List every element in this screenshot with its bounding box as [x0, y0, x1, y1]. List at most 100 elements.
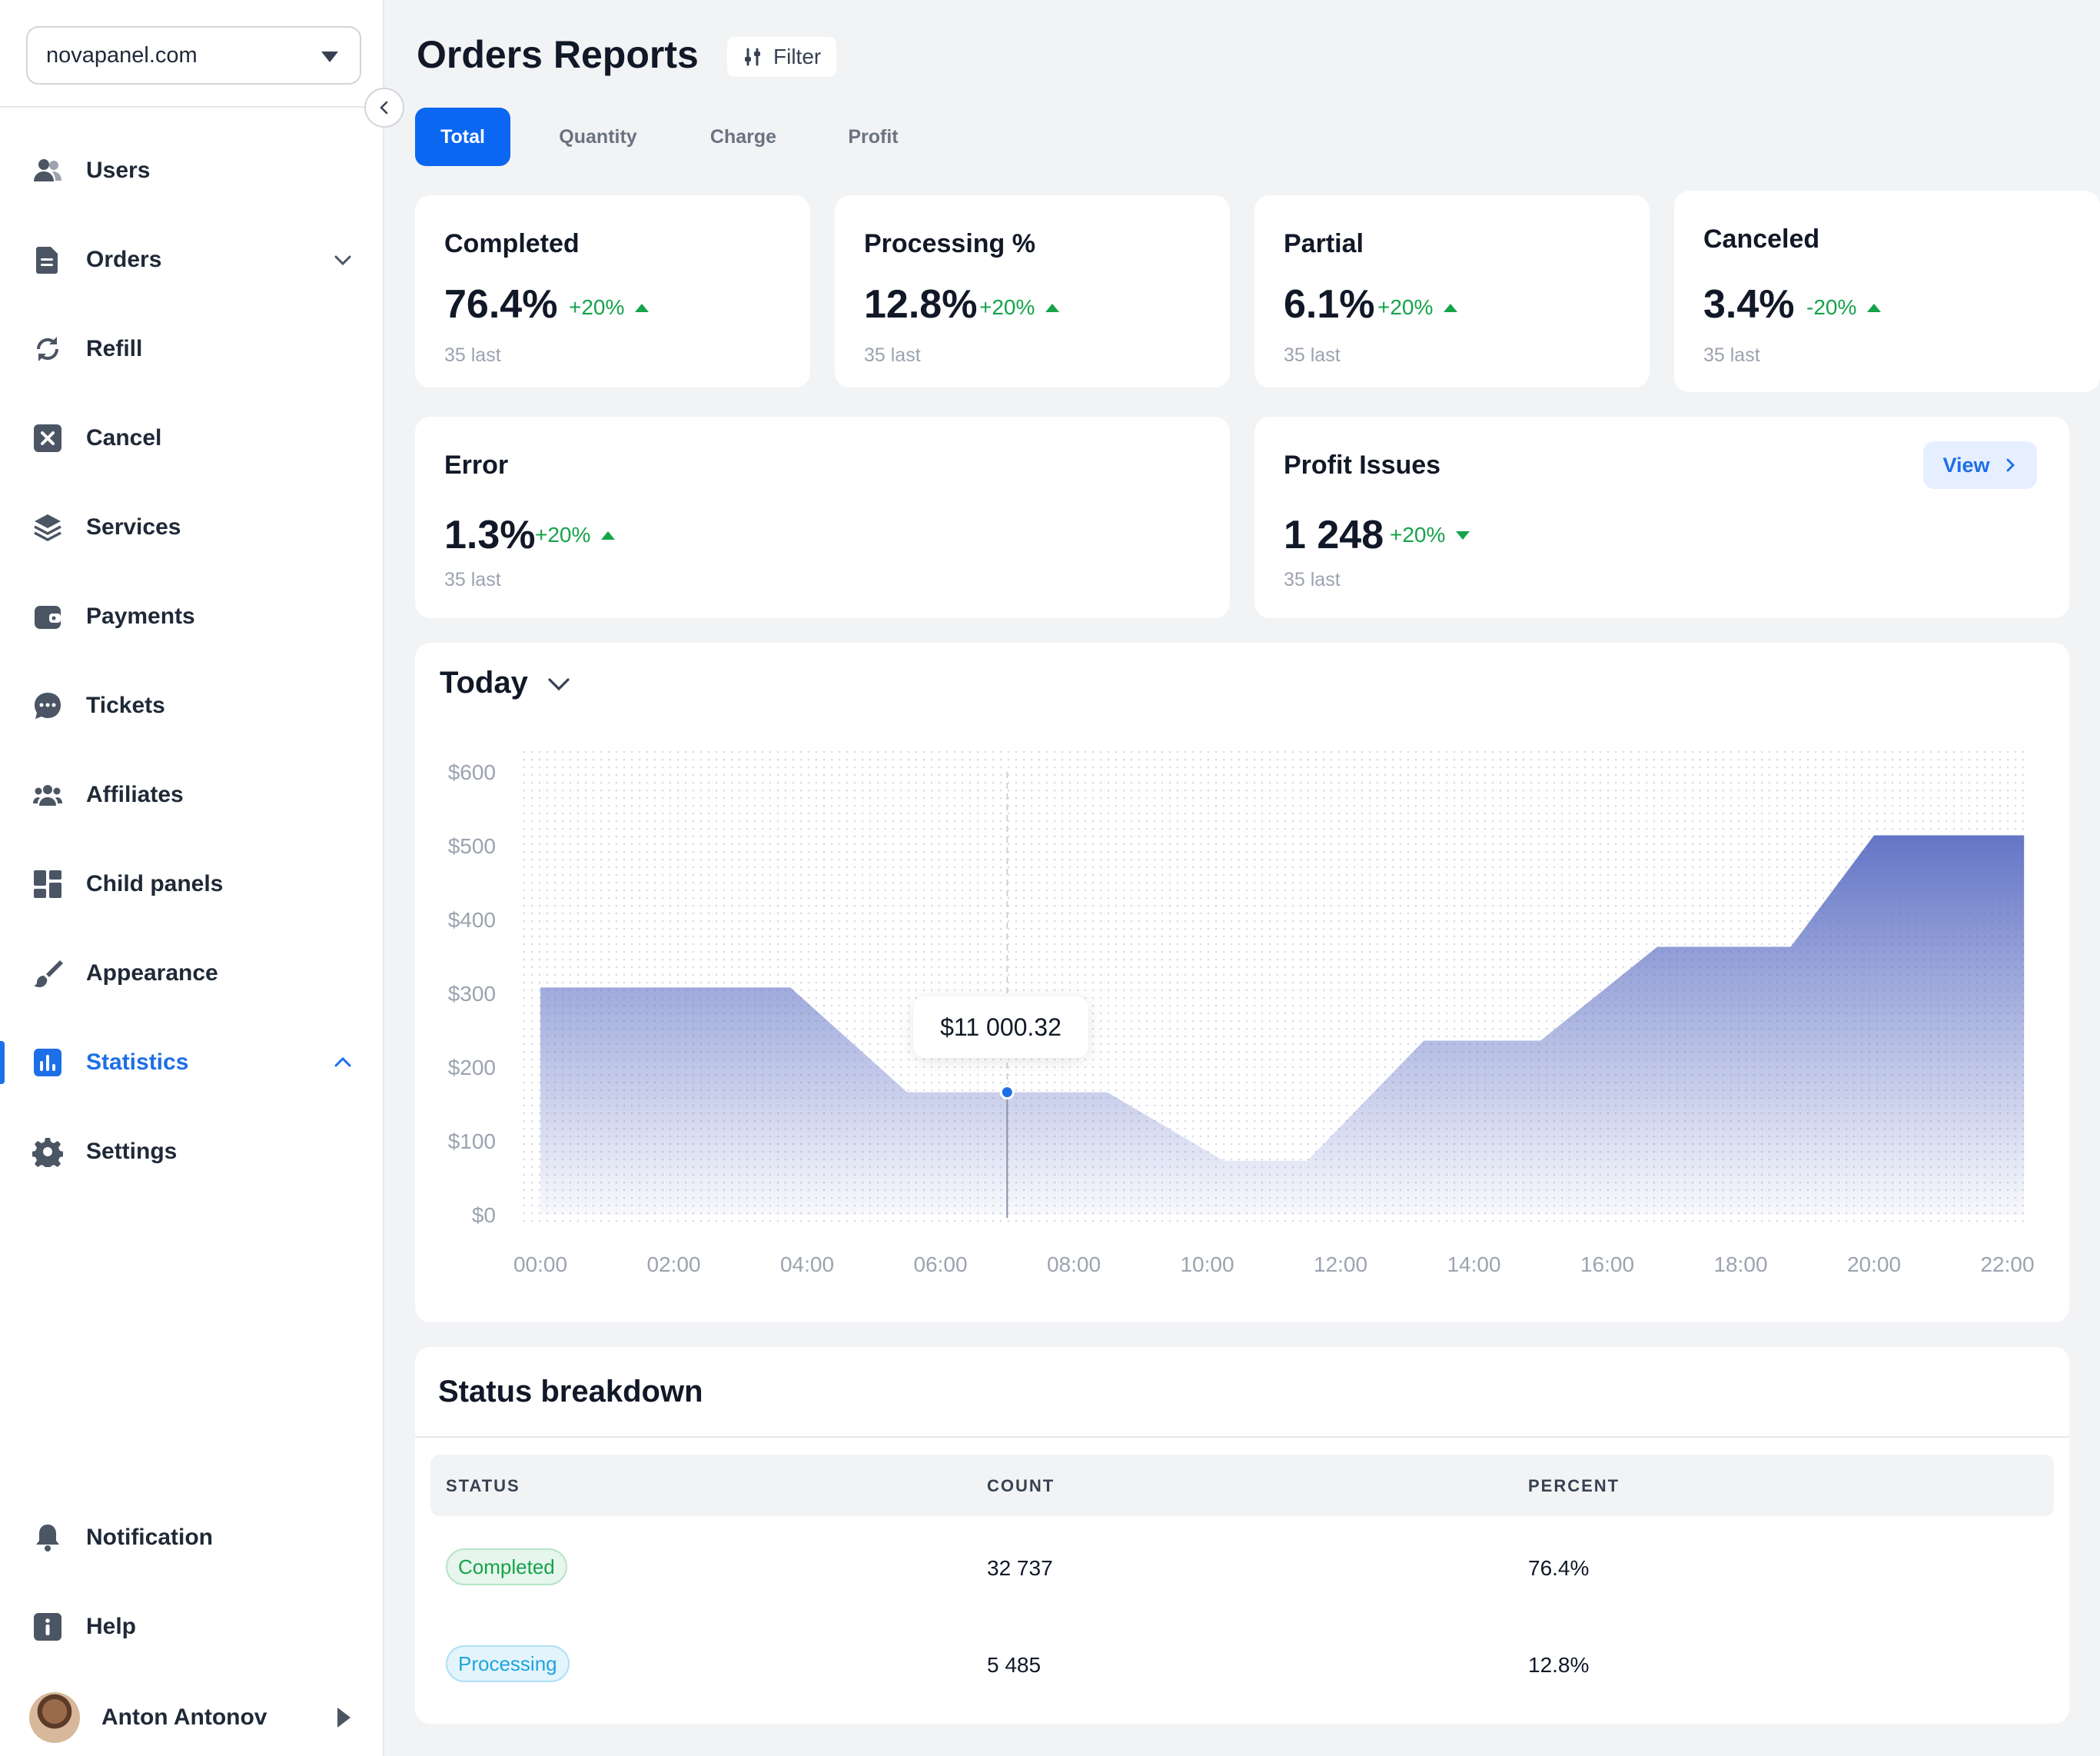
stat-subtext: 35 last: [444, 569, 501, 590]
stat-title: Profit Issues: [1284, 451, 1441, 480]
trend-up-icon: [1045, 303, 1060, 312]
view-label: View: [1942, 453, 1990, 477]
users-icon: [32, 155, 63, 186]
sidebar-item-label: Cancel: [86, 425, 162, 451]
bar-chart-icon: [32, 1047, 63, 1078]
table-divider: [415, 1436, 2069, 1438]
stat-title: Processing %: [864, 229, 1035, 258]
chart-tooltip: $11 000.32: [913, 996, 1088, 1058]
stat-value: 1.3%: [444, 513, 536, 557]
wallet-icon: [32, 601, 63, 632]
x-tick-label: 00:00: [513, 1252, 567, 1276]
sidebar-item-affiliates[interactable]: Affiliates: [0, 764, 384, 826]
x-tick-label: 06:00: [913, 1252, 967, 1276]
sidebar-item-payments[interactable]: Payments: [0, 586, 384, 647]
x-tick-label: 02:00: [646, 1252, 700, 1276]
sidebar-item-notification[interactable]: Notification: [0, 1507, 384, 1568]
view-button[interactable]: View: [1923, 441, 2037, 489]
chart-card: $0 $100 $200 $300 $400 $500 $600 00:00 02:00 04:0…: [415, 643, 2069, 1322]
sidebar-item-users[interactable]: Users: [0, 140, 384, 201]
sidebar-item-settings[interactable]: Settings: [0, 1121, 384, 1182]
y-tick-label: $500: [448, 834, 496, 858]
stat-subtext: 35 last: [1284, 569, 1341, 590]
stat-value: 1 248: [1284, 513, 1384, 557]
y-tick-label: $200: [448, 1056, 496, 1079]
sidebar-item-cancel[interactable]: Cancel: [0, 407, 384, 469]
sidebar-item-label: Orders: [86, 247, 162, 272]
filter-button[interactable]: Filter: [727, 37, 837, 77]
area-chart: $0 $100 $200 $300 $400 $500 $600 00:00 02:00 04:0…: [448, 750, 2035, 1276]
sidebar-item-appearance[interactable]: Appearance: [0, 943, 384, 1004]
stat-subtext: 35 last: [1703, 344, 1760, 366]
stat-card-error: Error 1.3% +20% 35 last: [415, 417, 1230, 618]
stat-subtext: 35 last: [864, 344, 921, 366]
sidebar-item-label: Appearance: [86, 960, 218, 986]
stat-delta: +20%: [1390, 523, 1470, 547]
sidebar-item-label: Users: [86, 158, 151, 183]
column-header-status: STATUS: [446, 1476, 520, 1495]
table-row: Completed 32 737 76.4%: [430, 1525, 2054, 1610]
x-tick-label: 14:00: [1447, 1252, 1500, 1276]
sidebar-item-label: Child panels: [86, 871, 224, 896]
domain-select[interactable]: novapanel.com: [26, 26, 361, 85]
y-tick-label: $600: [448, 760, 496, 784]
tab-quantity[interactable]: Quantity: [559, 125, 637, 148]
collapse-sidebar-button[interactable]: [364, 88, 404, 128]
tab-total[interactable]: Total: [415, 108, 510, 166]
sidebar-item-refill[interactable]: Refill: [0, 318, 384, 380]
chevron-right-icon: [2002, 457, 2018, 473]
sidebar-item-label: Help: [86, 1614, 137, 1639]
x-tick-label: 08:00: [1047, 1252, 1101, 1276]
caret-right-icon: [337, 1708, 351, 1728]
x-tick-label: 04:00: [780, 1252, 834, 1276]
percent-cell: 12.8%: [1528, 1653, 1590, 1677]
tab-charge[interactable]: Charge: [709, 125, 777, 148]
info-icon: [32, 1611, 63, 1642]
percent-cell: 76.4%: [1528, 1556, 1590, 1580]
stat-title: Canceled: [1703, 224, 1820, 254]
cancel-square-icon: [32, 423, 63, 454]
stat-value: 12.8%: [864, 282, 978, 327]
stat-subtext: 35 last: [1284, 344, 1341, 366]
table-row: Processing 5 485 12.8%: [430, 1622, 2054, 1707]
sidebar-item-services[interactable]: Services: [0, 497, 384, 558]
sidebar-item-tickets[interactable]: Tickets: [0, 675, 384, 737]
range-select[interactable]: Today: [440, 666, 573, 700]
trend-up-icon: [601, 530, 616, 540]
sidebar-item-orders[interactable]: Orders: [0, 229, 384, 291]
y-tick-label: $100: [448, 1129, 496, 1153]
sidebar-item-statistics[interactable]: Statistics: [0, 1032, 384, 1093]
count-cell: 32 737: [987, 1556, 1053, 1580]
status-badge: Processing: [446, 1645, 570, 1682]
stat-delta-text: +20%: [535, 523, 591, 547]
stat-title: Completed: [444, 229, 580, 258]
sidebar-item-child-panels[interactable]: Child panels: [0, 853, 384, 915]
x-tick-label: 20:00: [1847, 1252, 1901, 1276]
refresh-icon: [32, 334, 63, 364]
chat-icon: [32, 690, 63, 721]
stat-delta-text: +20%: [1377, 295, 1434, 319]
stat-card-partial: Partial 6.1% +20% 35 last: [1254, 195, 1650, 387]
stat-delta: +20%: [1377, 295, 1458, 320]
y-tick-label: $300: [448, 982, 496, 1006]
domain-select-value: novapanel.com: [46, 42, 198, 68]
sidebar-item-label: Settings: [86, 1139, 178, 1164]
avatar: [29, 1692, 80, 1743]
sidebar-item-label: Statistics: [86, 1049, 189, 1075]
sidebar-item-label: Tickets: [86, 693, 165, 718]
sidebar-item-label: Services: [86, 514, 181, 540]
stat-card-canceled: Canceled 3.4% -20% 35 last: [1674, 191, 2100, 392]
tab-profit[interactable]: Profit: [848, 125, 899, 148]
sidebar-item-help[interactable]: Help: [0, 1596, 384, 1658]
bell-icon: [32, 1522, 63, 1553]
document-icon: [32, 244, 63, 275]
table-header: STATUS COUNT PERCENT: [430, 1455, 2054, 1516]
chevron-down-icon: [332, 249, 354, 274]
trend-up-icon: [1867, 303, 1882, 312]
column-header-count: COUNT: [987, 1476, 1055, 1495]
trend-up-icon: [1444, 303, 1458, 312]
trend-up-icon: [635, 303, 650, 312]
filter-label: Filter: [773, 45, 822, 68]
brush-icon: [32, 958, 63, 989]
user-menu[interactable]: Anton Antonov: [0, 1687, 384, 1748]
